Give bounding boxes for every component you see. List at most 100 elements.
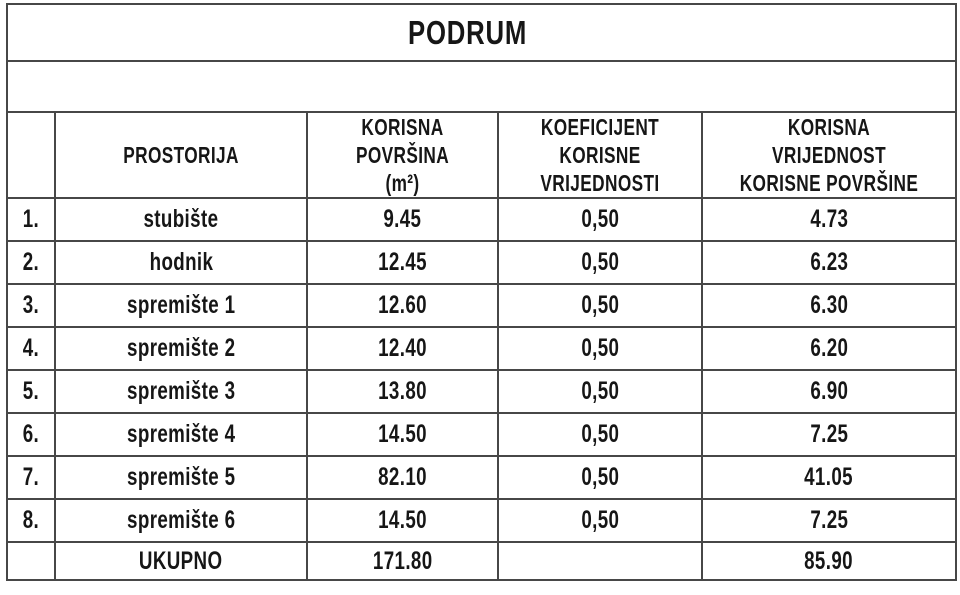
row-number-cell: 4.	[6, 326, 56, 371]
useful-value: 41.05	[804, 463, 854, 491]
area-value: 13.80	[378, 377, 427, 405]
table-row: 8. spremište 6 14.50 0,50 7.25	[6, 498, 957, 543]
value-cell: 6.30	[701, 283, 957, 328]
value-cell: 41.05	[701, 455, 957, 500]
spacer-cell	[6, 60, 957, 113]
header-vrijednost-cell: KORISNA VRIJEDNOST KORISNE POVRŠINE	[701, 111, 957, 199]
table-row: 6. spremište 4 14.50 0,50 7.25	[6, 412, 957, 457]
room-name: spremište 1	[126, 291, 236, 319]
room-name: spremište 4	[126, 420, 236, 448]
area-value: 82.10	[378, 463, 427, 491]
row-number: 2.	[22, 248, 40, 276]
header-prostorija-cell: PROSTORIJA	[54, 111, 308, 199]
room-name-cell: spremište 1	[54, 283, 308, 328]
area-cell: 14.50	[306, 412, 499, 457]
value-cell: 7.25	[701, 412, 957, 457]
row-number-cell: 5.	[6, 369, 56, 414]
title-row: PODRUM	[6, 3, 957, 62]
row-number-cell: 2.	[6, 240, 56, 285]
coef-cell: 0,50	[497, 240, 703, 285]
header-num-cell	[6, 111, 56, 199]
row-number-cell: 7.	[6, 455, 56, 500]
coef-cell: 0,50	[497, 498, 703, 543]
row-number: 6.	[22, 420, 40, 448]
useful-value: 6.30	[809, 291, 848, 319]
value-cell: 6.23	[701, 240, 957, 285]
total-label: UKUPNO	[139, 546, 223, 575]
coef-value: 0,50	[580, 334, 619, 362]
useful-value: 7.25	[809, 420, 848, 448]
area-value: 14.50	[378, 506, 427, 534]
row-number-cell: 8.	[6, 498, 56, 543]
header-prostorija-label: PROSTORIJA	[123, 142, 239, 168]
total-value-cell: 85.90	[701, 541, 957, 581]
room-name: spremište 5	[126, 463, 236, 491]
row-number: 5.	[22, 377, 40, 405]
coef-value: 0,50	[580, 205, 619, 233]
area-cell: 12.40	[306, 326, 499, 371]
area-cell: 12.60	[306, 283, 499, 328]
room-name: stubište	[143, 205, 219, 233]
page-title: PODRUM	[407, 13, 527, 51]
coef-cell: 0,50	[497, 283, 703, 328]
useful-value: 4.73	[809, 205, 848, 233]
value-cell: 6.90	[701, 369, 957, 414]
row-number: 8.	[22, 506, 40, 534]
area-value: 12.60	[378, 291, 427, 319]
header-koeficijent-label: KOEFICIJENT KORISNE VRIJEDNOSTI	[540, 114, 660, 196]
total-label-cell: UKUPNO	[54, 541, 308, 581]
header-koeficijent-cell: KOEFICIJENT KORISNE VRIJEDNOSTI	[497, 111, 703, 199]
area-value: 12.45	[378, 248, 427, 276]
total-area-value: 171.80	[372, 546, 433, 575]
coef-cell: 0,50	[497, 326, 703, 371]
room-name: hodnik	[149, 248, 213, 276]
table-row: 2. hodnik 12.45 0,50 6.23	[6, 240, 957, 285]
header-korisna-povrsina-cell: KORISNA POVRŠINA (m²)	[306, 111, 499, 199]
room-name-cell: spremište 6	[54, 498, 308, 543]
total-num-cell	[6, 541, 56, 581]
useful-value: 6.90	[809, 377, 848, 405]
coef-value: 0,50	[580, 291, 619, 319]
spacer-row	[6, 60, 957, 113]
table-row: 7. spremište 5 82.10 0,50 41.05	[6, 455, 957, 500]
area-cell: 9.45	[306, 197, 499, 242]
total-coef-cell	[497, 541, 703, 581]
header-vrijednost-label: KORISNA VRIJEDNOST KORISNE POVRŠINE	[739, 114, 919, 196]
table-row: 5. spremište 3 13.80 0,50 6.90	[6, 369, 957, 414]
area-cell: 12.45	[306, 240, 499, 285]
useful-value: 6.23	[809, 248, 848, 276]
coef-value: 0,50	[580, 377, 619, 405]
room-name-cell: spremište 5	[54, 455, 308, 500]
area-value: 12.40	[378, 334, 427, 362]
area-cell: 14.50	[306, 498, 499, 543]
total-area-cell: 171.80	[306, 541, 499, 581]
table-title-cell: PODRUM	[6, 3, 957, 62]
area-value: 14.50	[378, 420, 427, 448]
total-row: UKUPNO 171.80 85.90	[6, 541, 957, 581]
value-cell: 4.73	[701, 197, 957, 242]
row-number: 4.	[22, 334, 40, 362]
area-cell: 13.80	[306, 369, 499, 414]
room-name-cell: spremište 3	[54, 369, 308, 414]
table-row: 1. stubište 9.45 0,50 4.73	[6, 197, 957, 242]
value-cell: 7.25	[701, 498, 957, 543]
header-row: PROSTORIJA KORISNA POVRŠINA (m²) KOEFICI…	[6, 111, 957, 199]
area-cell: 82.10	[306, 455, 499, 500]
useful-value: 7.25	[809, 506, 848, 534]
podrum-table: PODRUM PROSTORIJA KORISNA POVRŠINA (m²) …	[6, 3, 957, 581]
total-useful-value: 85.90	[804, 546, 854, 575]
row-number: 7.	[22, 463, 40, 491]
coef-cell: 0,50	[497, 455, 703, 500]
coef-value: 0,50	[580, 248, 619, 276]
coef-value: 0,50	[580, 420, 619, 448]
coef-value: 0,50	[580, 506, 619, 534]
useful-value: 6.20	[809, 334, 848, 362]
room-name-cell: stubište	[54, 197, 308, 242]
room-name: spremište 2	[126, 334, 236, 362]
coef-cell: 0,50	[497, 197, 703, 242]
table-row: 3. spremište 1 12.60 0,50 6.30	[6, 283, 957, 328]
row-number: 3.	[22, 291, 40, 319]
row-number-cell: 3.	[6, 283, 56, 328]
coef-cell: 0,50	[497, 369, 703, 414]
